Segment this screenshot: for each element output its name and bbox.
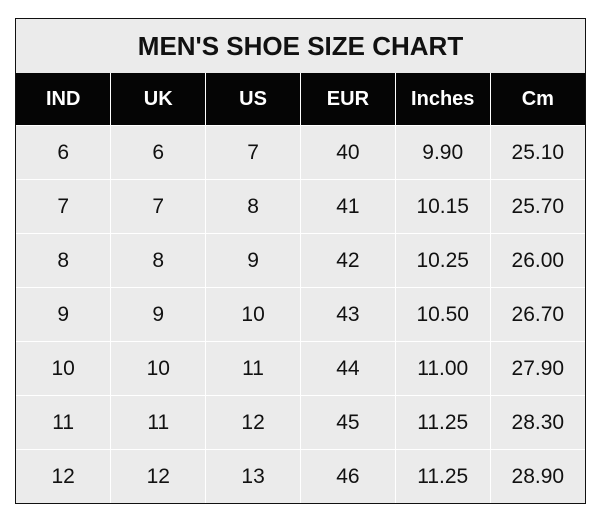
cell-eur: 44	[299, 341, 396, 396]
header-row: IND UK US EUR Inches Cm	[16, 73, 585, 126]
cell-ind: 7	[16, 179, 112, 234]
column-header-uk: UK	[110, 73, 207, 126]
cell-us: 9	[205, 233, 301, 288]
cell-inches: 11.00	[394, 341, 491, 396]
cell-inches: 10.50	[394, 287, 491, 342]
cell-us: 10	[205, 287, 301, 342]
cell-cm: 27.90	[489, 341, 585, 396]
column-header-eur: EUR	[299, 73, 396, 126]
table-row: 8 8 9 42 10.25 26.00	[16, 233, 585, 288]
column-header-us: US	[205, 73, 301, 126]
cell-us: 12	[205, 395, 301, 450]
cell-cm: 28.30	[489, 395, 585, 450]
cell-ind: 6	[16, 125, 112, 180]
cell-inches: 10.25	[394, 233, 491, 288]
column-header-ind: IND	[16, 73, 112, 126]
cell-eur: 42	[299, 233, 396, 288]
cell-inches: 9.90	[394, 125, 491, 180]
cell-uk: 9	[110, 287, 207, 342]
cell-uk: 6	[110, 125, 207, 180]
cell-us: 7	[205, 125, 301, 180]
cell-us: 11	[205, 341, 301, 396]
cell-cm: 25.10	[489, 125, 585, 180]
cell-ind: 8	[16, 233, 112, 288]
cell-cm: 26.70	[489, 287, 585, 342]
chart-title: MEN'S SHOE SIZE CHART	[137, 30, 464, 61]
table-row: 10 10 11 44 11.00 27.90	[16, 341, 585, 396]
cell-cm: 26.00	[489, 233, 585, 288]
column-header-inches: Inches	[394, 73, 491, 126]
cell-eur: 46	[299, 449, 396, 503]
column-header-cm: Cm	[489, 73, 585, 126]
size-table: IND UK US EUR Inches Cm 6 6 7 40 9.90 25.10 7 7 8 41 10…	[16, 73, 585, 503]
table-row: 6 6 7 40 9.90 25.10	[16, 125, 585, 180]
cell-us: 13	[205, 449, 301, 503]
cell-inches: 10.15	[394, 179, 491, 234]
cell-ind: 11	[16, 395, 112, 450]
cell-uk: 7	[110, 179, 207, 234]
cell-eur: 45	[299, 395, 396, 450]
cell-ind: 9	[16, 287, 112, 342]
cell-uk: 12	[110, 449, 207, 503]
table-row: 11 11 12 45 11.25 28.30	[16, 395, 585, 450]
cell-cm: 25.70	[489, 179, 585, 234]
cell-eur: 41	[299, 179, 396, 234]
cell-inches: 11.25	[394, 395, 491, 450]
size-chart: MEN'S SHOE SIZE CHART IND UK US EUR Inches Cm…	[15, 18, 586, 504]
cell-ind: 12	[16, 449, 112, 503]
cell-inches: 11.25	[394, 449, 491, 503]
cell-eur: 43	[299, 287, 396, 342]
cell-uk: 11	[110, 395, 207, 450]
cell-uk: 8	[110, 233, 207, 288]
table-row: 9 9 10 43 10.50 26.70	[16, 287, 585, 342]
cell-ind: 10	[16, 341, 112, 396]
table-row: 12 12 13 46 11.25 28.90	[16, 449, 585, 503]
table-row: 7 7 8 41 10.15 25.70	[16, 179, 585, 234]
cell-us: 8	[205, 179, 301, 234]
cell-cm: 28.90	[489, 449, 585, 503]
cell-eur: 40	[299, 125, 396, 180]
cell-uk: 10	[110, 341, 207, 396]
